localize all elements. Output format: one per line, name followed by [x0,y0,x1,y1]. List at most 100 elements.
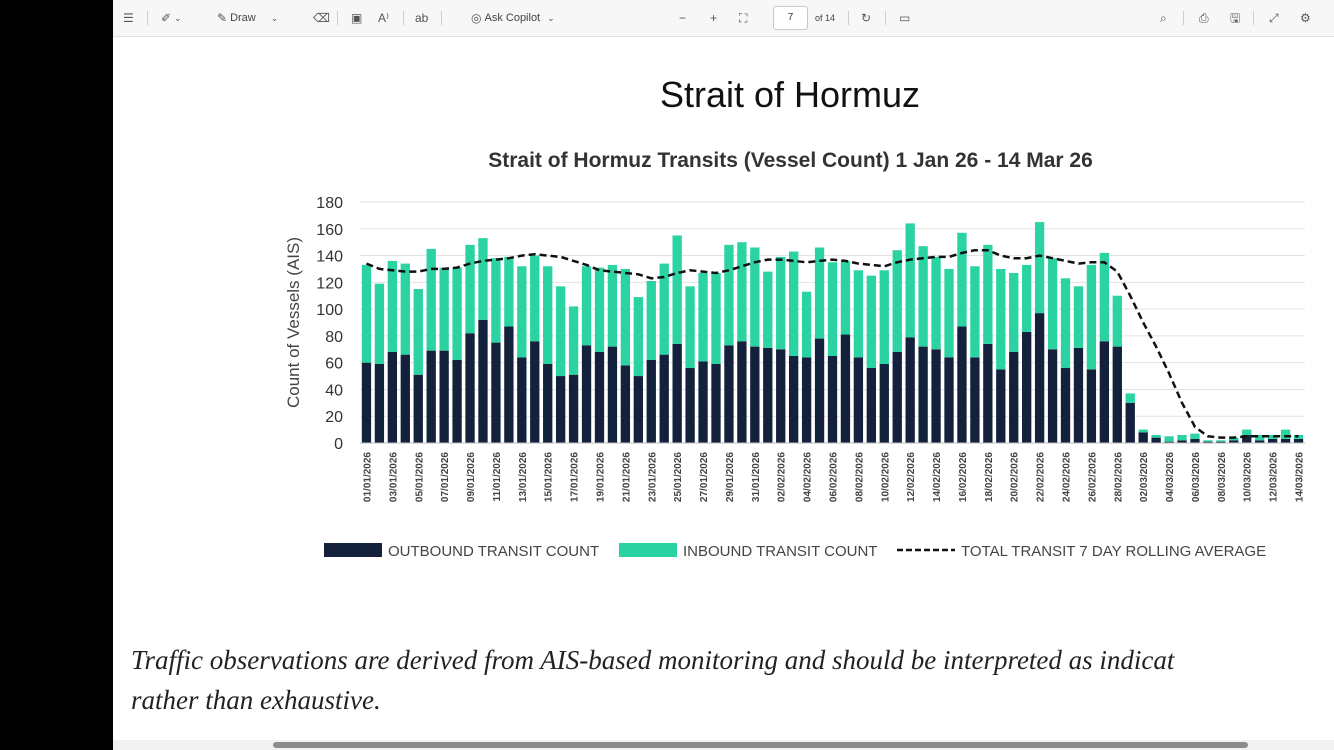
print-icon[interactable]: ⎙ [1199,11,1209,25]
legend-label-rolling: TOTAL TRANSIT 7 DAY ROLLING AVERAGE [961,543,1266,560]
outbound-bar [931,349,941,443]
zoom-in-button[interactable]: + [710,11,718,25]
inbound-bar [1280,429,1291,439]
rolling-average-line [366,248,1299,439]
x-tick-label: 03/01/2026 [388,452,399,502]
inbound-bar [1060,278,1071,369]
chart-title: Strait of Hormuz Transits (Vessel Count)… [488,149,1093,172]
outbound-bar [1151,437,1161,443]
pdf-page-viewer: ☰ ✐ ⌄ ✎ Draw ⌄ ⌫ ▣ A⁾ ab ◎ Ask Copilot ⌄ … [113,0,1334,750]
page-total: of 14 [815,13,836,23]
save-icon[interactable]: 🖫 [1230,11,1241,25]
disclaimer-line-1: Traffic observations are derived from AI… [131,645,1175,675]
outbound-bar [374,364,385,443]
inbound-bar [1255,434,1265,441]
x-tick-label: 12/02/2026 [906,452,917,502]
scrollbar-thumb[interactable] [273,742,1248,748]
outbound-bar [1125,402,1135,443]
inbound-bar [1073,286,1084,348]
inbound-bar [931,256,941,350]
x-tick-label: 26/02/2026 [1087,452,1098,502]
transits-chart: Strait of Hormuz Transits (Vessel Count)… [284,149,1306,560]
outbound-bar [1242,434,1252,443]
y-tick-label: 140 [316,249,343,266]
eraser-icon[interactable]: ⌫ [313,11,330,25]
inbound-bar [1242,429,1252,435]
inbound-bar [413,289,423,375]
page-number-input[interactable]: 7 [773,6,808,30]
inbound-bar [387,260,398,352]
outbound-bar [517,357,527,443]
inbound-bar [426,248,436,351]
x-tick-label: 21/01/2026 [621,452,632,502]
outbound-bar [1047,349,1058,443]
rotate-icon[interactable]: ↻ [861,11,872,25]
inbound-bar [1203,440,1213,442]
legend-swatch-inbound [619,543,677,557]
legend-label-inbound: INBOUND TRANSIT COUNT [683,543,877,560]
fit-page-icon[interactable]: ⛶ [739,11,748,25]
x-tick-label: 10/03/2026 [1243,452,1254,502]
inbound-bar [1164,436,1174,442]
inbound-bar [763,271,773,348]
inbound-bar [827,262,838,356]
ask-copilot-button[interactable]: ◎ Ask Copilot ⌄ [471,9,555,27]
toolbar-divider [1253,11,1254,25]
outbound-bar [737,341,747,443]
fullscreen-icon[interactable]: ⤢ [1269,11,1279,25]
outbound-bar [568,374,579,443]
horizontal-scrollbar[interactable] [113,740,1334,750]
outbound-bar [620,365,631,443]
search-icon[interactable]: ⌕ [1160,11,1167,25]
outbound-bar [504,326,514,443]
x-tick-label: 15/01/2026 [544,452,555,502]
x-tick-label: 02/03/2026 [1139,452,1150,502]
x-tick-label: 04/02/2026 [803,452,814,502]
x-tick-label: 09/01/2026 [466,452,477,502]
x-tick-label: 08/02/2026 [854,452,865,502]
x-tick-label: 01/01/2026 [362,452,373,502]
inbound-bar [439,267,449,351]
x-tick-label: 04/03/2026 [1165,452,1176,502]
y-tick-label: 100 [316,302,343,319]
toolbar-divider [147,11,148,25]
inbound-bar [478,238,488,320]
copilot-icon: ◎ [471,11,482,25]
inbound-bar [568,306,579,375]
x-tick-label: 02/02/2026 [777,452,788,502]
x-tick-label: 05/01/2026 [414,452,425,502]
inbound-bar [1216,440,1226,442]
x-tick-label: 23/01/2026 [647,452,658,502]
x-tick-label: 28/02/2026 [1113,452,1124,502]
outbound-bar [1022,331,1032,443]
outbound-bar [400,354,410,443]
settings-gear-icon[interactable]: ⚙ [1300,11,1311,25]
read-aloud-icon[interactable]: A⁾ [378,11,389,25]
draw-button[interactable]: ✎ Draw ⌄ [217,9,278,27]
x-tick-label: 24/02/2026 [1062,452,1073,502]
text-box-icon[interactable]: ▣ [351,11,363,25]
inbound-bar [750,247,760,347]
x-tick-label: 27/01/2026 [699,452,710,502]
outbound-bar [957,326,967,443]
contents-icon[interactable]: ☰ [123,11,134,25]
inbound-bar [361,264,372,363]
page-view-icon[interactable]: ▭ [899,11,911,25]
outbound-bar [1190,438,1200,443]
chevron-down-icon: ⌄ [547,13,555,23]
outbound-bar [879,364,889,443]
inbound-bar [685,286,695,369]
outbound-bar [452,359,462,443]
outbound-bar [1229,440,1239,443]
outbound-bar [491,342,501,443]
y-tick-label: 80 [325,329,343,346]
outbound-bar [685,368,695,443]
y-tick-label: 0 [334,436,343,453]
zoom-out-button[interactable]: − [679,11,687,25]
translate-icon[interactable]: ab [415,11,429,25]
highlight-icon[interactable]: ✐ ⌄ [161,11,182,25]
outbound-bar [853,357,864,443]
inbound-bar [1047,258,1058,350]
outbound-bar [866,368,876,443]
outbound-bar [970,357,980,443]
